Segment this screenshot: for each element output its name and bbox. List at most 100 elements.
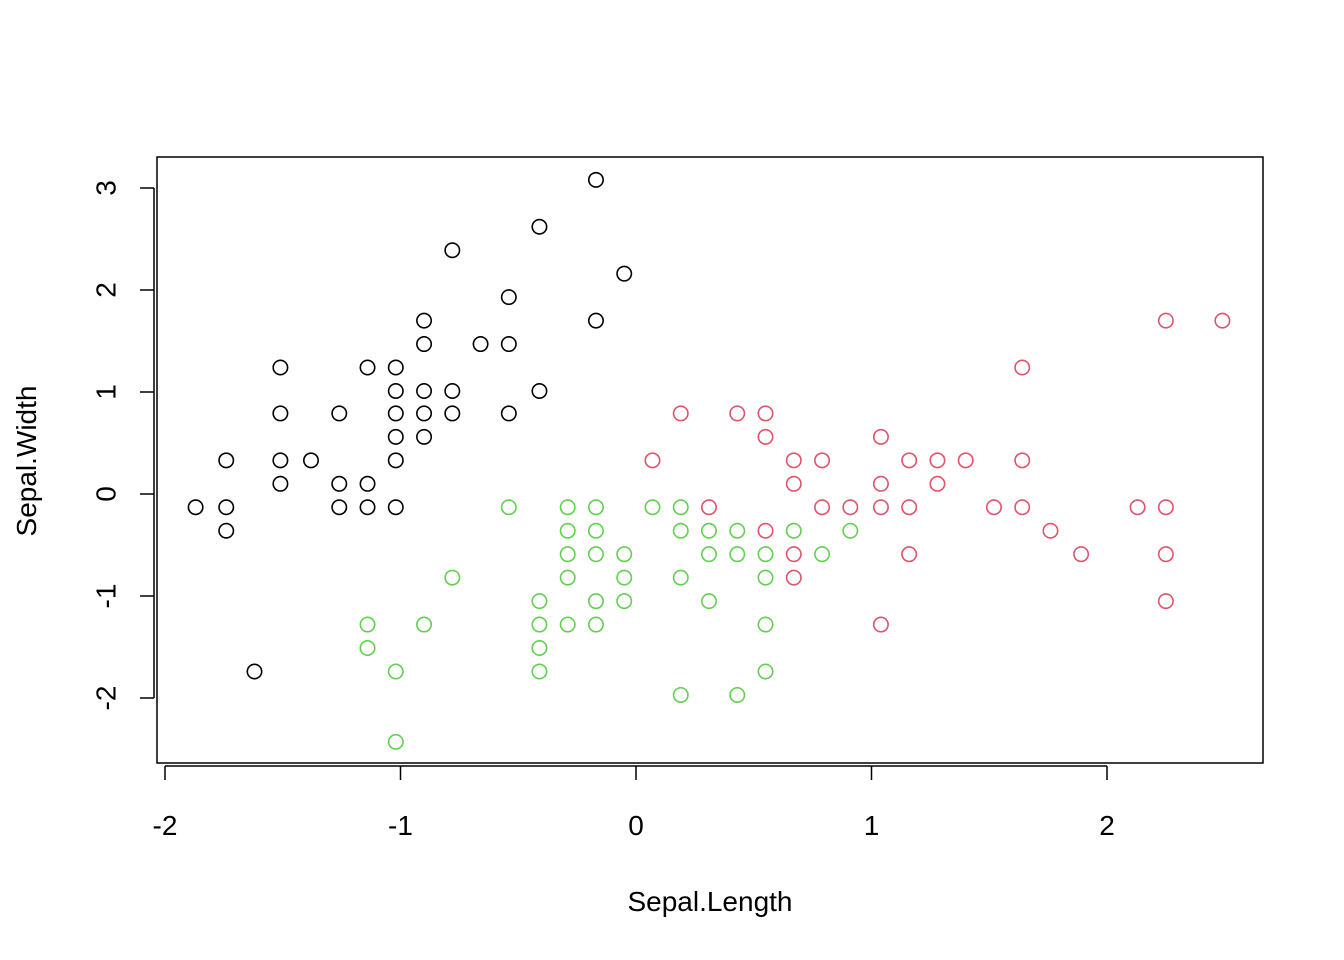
data-point	[1157, 546, 1174, 563]
data-point	[387, 405, 404, 422]
data-point	[757, 428, 774, 445]
data-point	[559, 499, 576, 516]
data-point	[500, 336, 517, 353]
data-point	[246, 663, 263, 680]
data-point	[1042, 522, 1059, 539]
data-point	[901, 499, 918, 516]
data-point	[587, 522, 604, 539]
data-point	[616, 593, 633, 610]
data-point	[701, 593, 718, 610]
x-axis-label: Sepal.Length	[627, 886, 792, 917]
data-point	[701, 522, 718, 539]
data-point	[559, 616, 576, 633]
data-point	[1129, 499, 1146, 516]
data-point	[587, 171, 604, 188]
data-point	[587, 593, 604, 610]
data-point	[729, 546, 746, 563]
data-point	[672, 686, 689, 703]
data-point	[729, 686, 746, 703]
x-tick-label: 0	[628, 810, 644, 841]
data-point	[331, 405, 348, 422]
data-point	[444, 569, 461, 586]
data-point	[701, 499, 718, 516]
data-point	[1157, 593, 1174, 610]
data-point	[387, 428, 404, 445]
y-tick-label: 0	[90, 486, 121, 502]
data-point	[331, 499, 348, 516]
data-point	[559, 546, 576, 563]
data-point	[387, 382, 404, 399]
y-tick-label: 2	[90, 282, 121, 298]
data-point	[785, 569, 802, 586]
x-tick-label: -1	[388, 810, 413, 841]
data-point	[416, 312, 433, 329]
data-point	[929, 452, 946, 469]
y-tick-label: 1	[90, 384, 121, 400]
data-point	[672, 522, 689, 539]
data-point	[985, 499, 1002, 516]
data-point	[644, 452, 661, 469]
data-point	[272, 475, 289, 492]
data-point	[359, 616, 376, 633]
data-point	[785, 452, 802, 469]
data-point	[500, 499, 517, 516]
data-point	[672, 405, 689, 422]
plot-frame	[156, 156, 1264, 764]
data-point	[814, 452, 831, 469]
data-point	[531, 218, 548, 235]
y-tick-label: -1	[90, 584, 121, 609]
x-tick-label: 1	[864, 810, 880, 841]
data-point	[303, 452, 320, 469]
data-point	[359, 640, 376, 657]
data-point	[444, 382, 461, 399]
data-point	[587, 312, 604, 329]
data-point	[500, 405, 517, 422]
data-point	[729, 405, 746, 422]
data-point	[500, 289, 517, 306]
data-point	[387, 452, 404, 469]
data-point	[814, 546, 831, 563]
data-point	[757, 405, 774, 422]
data-point	[187, 499, 204, 516]
data-point	[842, 522, 859, 539]
data-point	[757, 663, 774, 680]
data-point	[757, 522, 774, 539]
data-point	[872, 616, 889, 633]
data-point	[701, 546, 718, 563]
data-point	[416, 336, 433, 353]
data-point	[757, 546, 774, 563]
data-point	[757, 569, 774, 586]
x-tick-label: -2	[153, 810, 178, 841]
data-point	[814, 499, 831, 516]
data-point	[901, 546, 918, 563]
data-point	[587, 546, 604, 563]
data-point	[387, 663, 404, 680]
data-point	[1214, 312, 1231, 329]
data-point	[1073, 546, 1090, 563]
data-point	[616, 546, 633, 563]
data-point	[444, 242, 461, 259]
data-point	[1014, 499, 1031, 516]
data-point	[531, 616, 548, 633]
data-point	[387, 359, 404, 376]
data-point	[785, 475, 802, 492]
data-point	[531, 593, 548, 610]
data-point	[531, 663, 548, 680]
data-point	[416, 616, 433, 633]
data-point	[559, 522, 576, 539]
data-point	[444, 405, 461, 422]
data-point	[387, 499, 404, 516]
data-point	[472, 336, 489, 353]
data-points	[187, 171, 1231, 750]
y-tick-label: 3	[90, 180, 121, 196]
y-axis-label: Sepal.Width	[11, 386, 42, 537]
data-point	[616, 569, 633, 586]
data-point	[672, 569, 689, 586]
data-point	[672, 499, 689, 516]
data-point	[416, 382, 433, 399]
data-point	[957, 452, 974, 469]
y-axis: -2 -1 0 1 2 3	[90, 180, 155, 710]
data-point	[359, 475, 376, 492]
data-point	[872, 499, 889, 516]
data-point	[218, 522, 235, 539]
